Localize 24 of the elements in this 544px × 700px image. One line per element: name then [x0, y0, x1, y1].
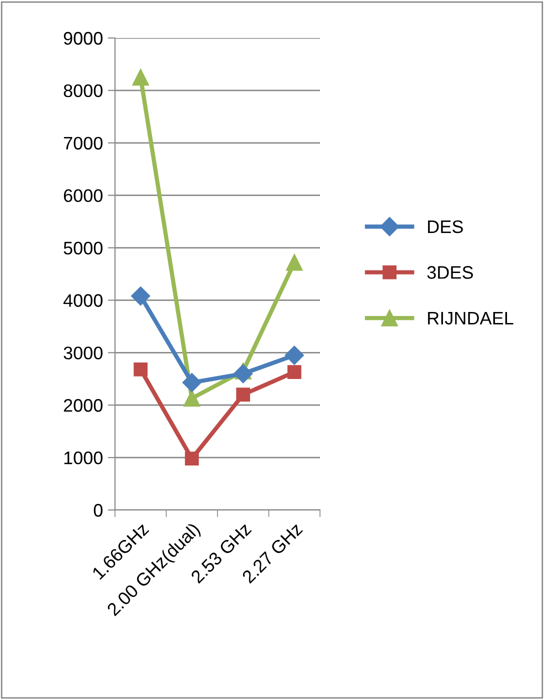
y-tick-label: 7000	[64, 136, 102, 150]
point	[134, 362, 148, 376]
y-tick-label: 5000	[64, 242, 102, 254]
point	[286, 254, 303, 271]
point	[184, 390, 200, 407]
point	[284, 346, 304, 365]
point	[236, 388, 250, 402]
point	[287, 365, 302, 380]
legend-label: 3DES	[427, 266, 473, 279]
point	[131, 286, 150, 306]
legend-label: RIJNDAEL	[428, 312, 514, 325]
y-tick-label: 2000	[64, 399, 102, 412]
y-tick-label: 9000	[64, 32, 102, 45]
legend-label: DES	[428, 220, 463, 234]
point	[132, 69, 149, 86]
point	[182, 373, 202, 392]
y-tick-label: 0	[94, 504, 102, 517]
y-tick-label: 8000	[64, 84, 102, 98]
y-tick-label: 6000	[64, 189, 102, 202]
y-tick-label: 4000	[63, 294, 102, 307]
point	[234, 364, 253, 384]
y-tick-label: 3000	[64, 346, 102, 360]
y-tick-label: 1000	[64, 451, 102, 464]
point	[184, 452, 199, 466]
